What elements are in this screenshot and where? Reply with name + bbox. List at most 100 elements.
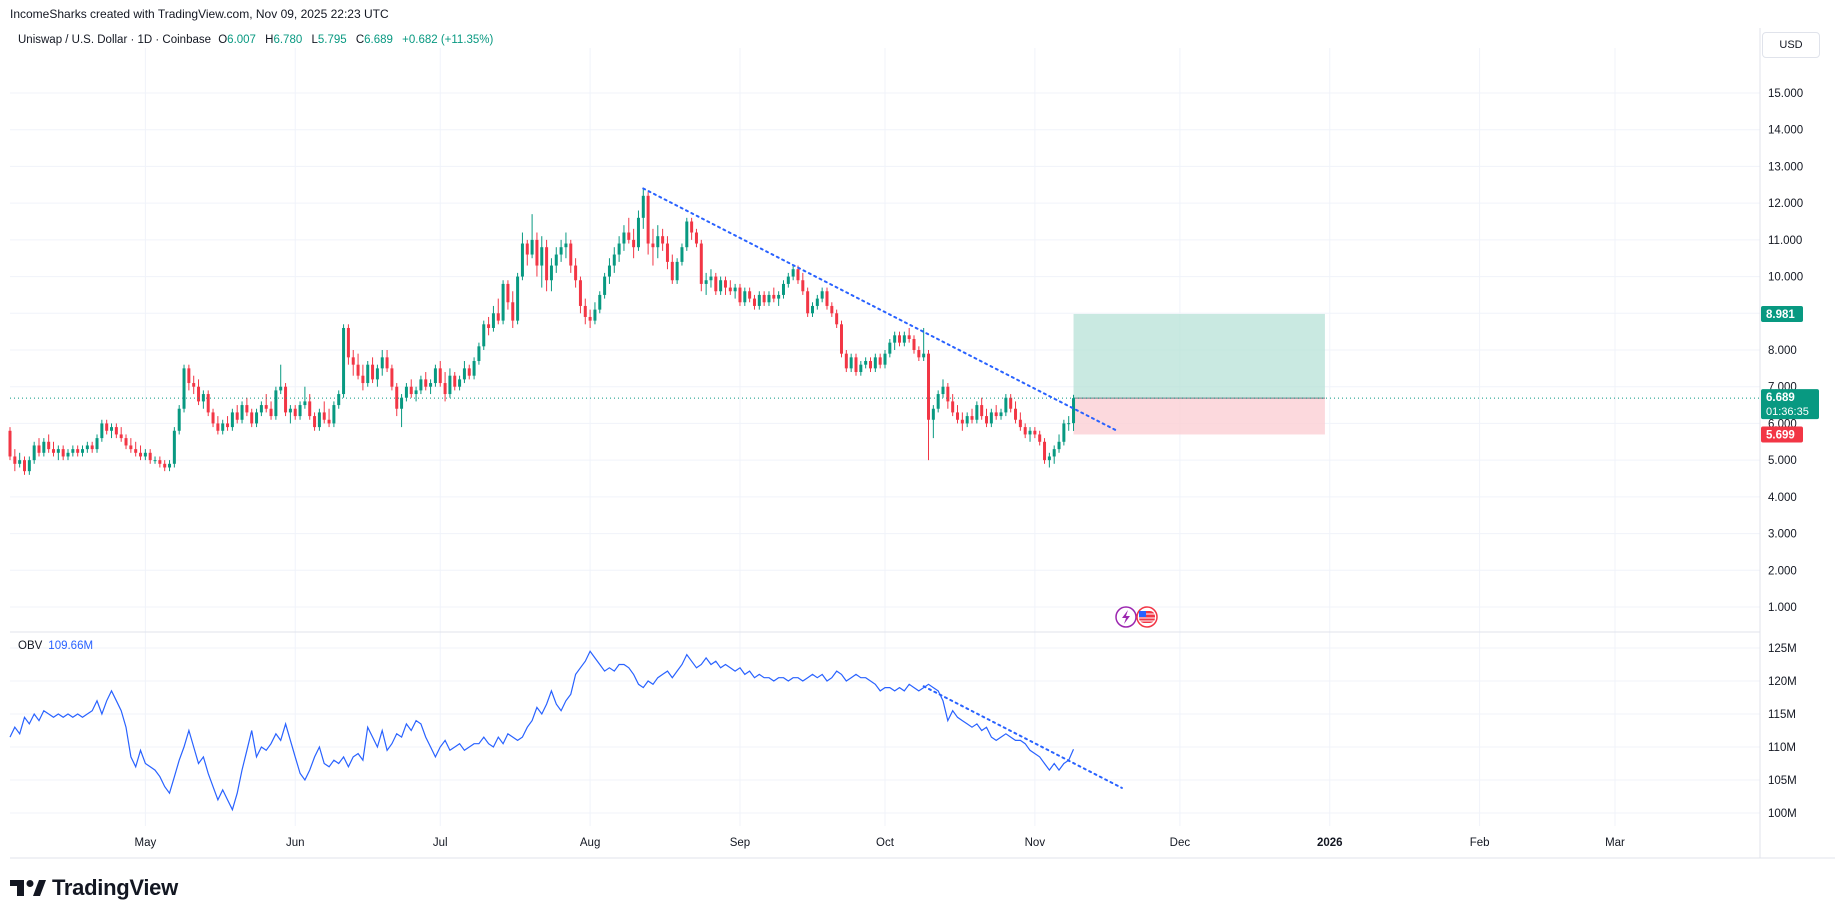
candle-body — [206, 394, 210, 413]
candle-body — [704, 280, 708, 284]
obv-name: OBV — [18, 640, 43, 652]
candle-body — [690, 221, 694, 233]
obv-tick-label: 125M — [1768, 643, 1797, 655]
candle-body — [52, 449, 56, 453]
candle-body — [380, 357, 384, 369]
candle-body — [912, 338, 916, 350]
candle-body — [1072, 398, 1076, 424]
price-tick-label: 14.000 — [1768, 125, 1803, 137]
candle-body — [332, 405, 336, 424]
candle-body — [448, 375, 452, 395]
candle-body — [351, 357, 355, 365]
candle-body — [951, 401, 955, 413]
candle-body — [1047, 456, 1051, 461]
candle-body — [989, 412, 993, 424]
candle-body — [443, 383, 447, 395]
candle-body — [187, 368, 191, 384]
candle-body — [424, 379, 428, 387]
tradingview-logo[interactable]: TradingView — [10, 875, 178, 901]
candle-body — [119, 434, 123, 439]
candle-body — [8, 430, 12, 457]
candle-body — [274, 390, 278, 417]
price-tick-label: 3.000 — [1768, 529, 1797, 541]
candle-body — [516, 276, 520, 321]
candle-body — [71, 449, 75, 453]
candle-body — [322, 412, 326, 420]
candle-body — [506, 283, 510, 303]
target-zone[interactable] — [1073, 313, 1325, 399]
obv-tick-label: 120M — [1768, 676, 1797, 688]
candle-body — [868, 361, 872, 369]
candle-body — [18, 460, 22, 464]
candle-body — [985, 416, 989, 424]
candle-body — [153, 460, 157, 462]
obv-tick-label: 110M — [1768, 742, 1796, 754]
candle-body — [42, 441, 46, 453]
candle-body — [878, 357, 882, 365]
symbol-legend[interactable]: Uniswap / U.S. Dollar · 1D · Coinbase O6… — [18, 34, 499, 46]
candle-body — [327, 419, 331, 424]
candle-body — [927, 353, 931, 420]
candle-body — [409, 386, 413, 395]
candle-body — [709, 276, 713, 281]
time-tick-label: Aug — [580, 837, 600, 849]
candle-body — [917, 350, 921, 358]
candle-body — [839, 324, 843, 354]
candle-body — [719, 280, 723, 292]
last-price-badge-bg — [1761, 389, 1819, 420]
candle-body — [578, 280, 582, 306]
time-tick-label: Nov — [1025, 837, 1046, 849]
price-tick-label: 12.000 — [1768, 198, 1803, 210]
high-label: H — [265, 34, 274, 46]
stop-zone[interactable] — [1073, 398, 1325, 435]
candle-body — [32, 445, 36, 461]
candle-body — [172, 430, 176, 464]
candle-body — [158, 460, 162, 464]
candle-body — [554, 254, 558, 266]
candle-body — [1023, 427, 1027, 435]
candle-body — [182, 368, 186, 409]
target-price-badge-bg — [1761, 305, 1803, 322]
candle-body — [1033, 430, 1037, 435]
candle-body — [941, 386, 945, 395]
candle-body — [27, 460, 31, 472]
candle-body — [487, 324, 491, 328]
candle-body — [491, 313, 495, 328]
candle-body — [482, 324, 486, 347]
candle-body — [390, 368, 394, 387]
candle-body — [757, 294, 761, 306]
candle-body — [168, 463, 172, 468]
candle-body — [559, 247, 563, 255]
candle-body — [139, 452, 143, 457]
overlay-lines — [10, 187, 1760, 789]
candle-body — [298, 405, 302, 417]
candle-body — [699, 243, 703, 284]
candle-body — [893, 335, 897, 343]
candle-body — [762, 294, 766, 303]
obv-tick-label: 100M — [1768, 808, 1797, 820]
candle-body — [545, 247, 549, 281]
candle-body — [680, 247, 684, 262]
candle-body — [835, 313, 839, 325]
candle-body — [883, 353, 887, 365]
obv-trendline[interactable] — [922, 685, 1123, 789]
currency-button[interactable]: USD — [1762, 32, 1820, 58]
brand-name: TradingView — [52, 875, 178, 900]
candle-body — [366, 364, 370, 384]
candle-body — [235, 412, 239, 420]
candle-body — [854, 357, 858, 373]
candle-body — [177, 408, 181, 431]
candle-body — [965, 416, 969, 424]
candle-body — [636, 217, 640, 248]
candle-body — [308, 401, 312, 417]
candle-body — [994, 412, 998, 417]
candle-body — [752, 298, 756, 306]
candle-body — [303, 401, 307, 406]
obv-legend[interactable]: OBV 109.66M — [18, 640, 93, 652]
candle-body — [342, 327, 346, 395]
candle-body — [907, 335, 911, 339]
price-trendline[interactable] — [642, 187, 1119, 432]
time-tick-label: Sep — [730, 837, 750, 849]
time-tick-label: Dec — [1170, 837, 1191, 849]
